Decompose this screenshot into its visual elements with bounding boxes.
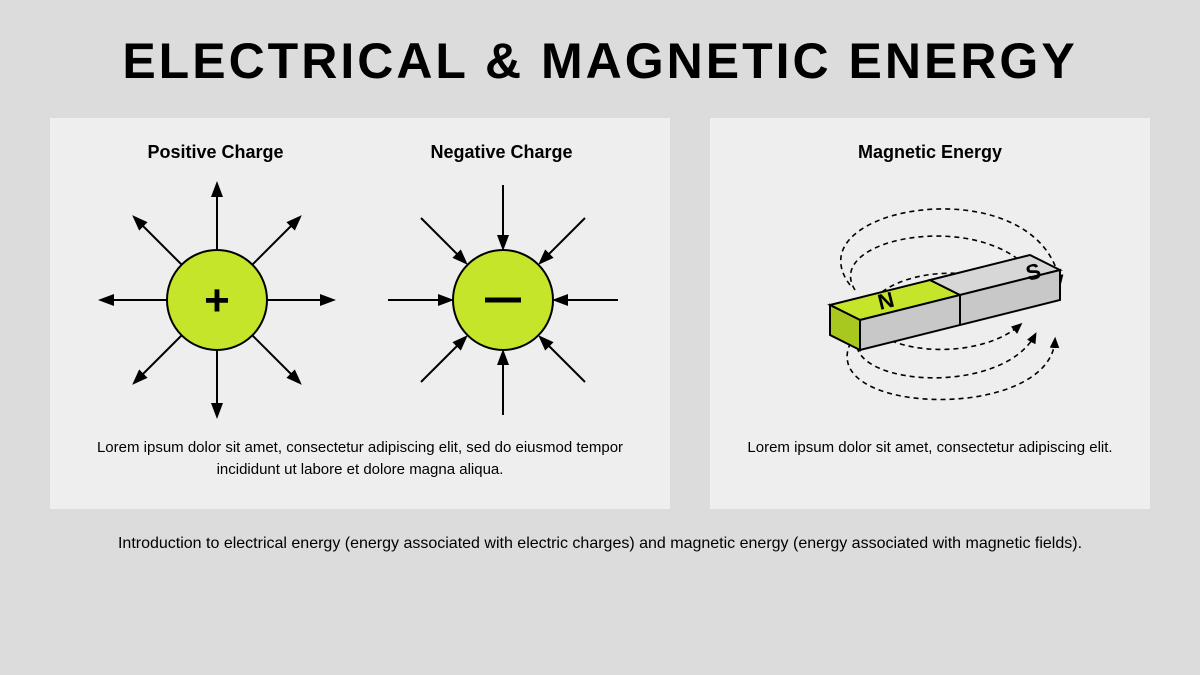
magnet-wrap: N S [734,175,1126,425]
slide-root: ELECTRICAL & MAGNETIC ENERGY Positive Ch… [0,0,1200,675]
panel-electrical: Positive Charge Negative Charge [50,118,670,509]
footer-text: Introduction to electrical energy (energ… [68,535,1132,553]
magnetic-description: Lorem ipsum dolor sit amet, consectetur … [737,437,1122,459]
positive-charge-diagram: + [87,175,347,425]
negative-charge-label: Negative Charge [430,142,572,163]
electrical-headers: Positive Charge Negative Charge [74,142,646,163]
panel-magnetic: Magnetic Energy [710,118,1150,509]
positive-symbol: + [204,276,230,325]
electrical-description: Lorem ipsum dolor sit amet, consectetur … [74,437,646,481]
magnet-diagram: N S [740,175,1120,425]
page-title: ELECTRICAL & MAGNETIC ENERGY [122,32,1077,90]
negative-charge-diagram [373,175,633,425]
positive-charge-label: Positive Charge [147,142,283,163]
charges-row: + [74,175,646,425]
panels-row: Positive Charge Negative Charge [0,118,1200,509]
magnetic-label: Magnetic Energy [858,142,1002,163]
magnetic-header: Magnetic Energy [734,142,1126,163]
